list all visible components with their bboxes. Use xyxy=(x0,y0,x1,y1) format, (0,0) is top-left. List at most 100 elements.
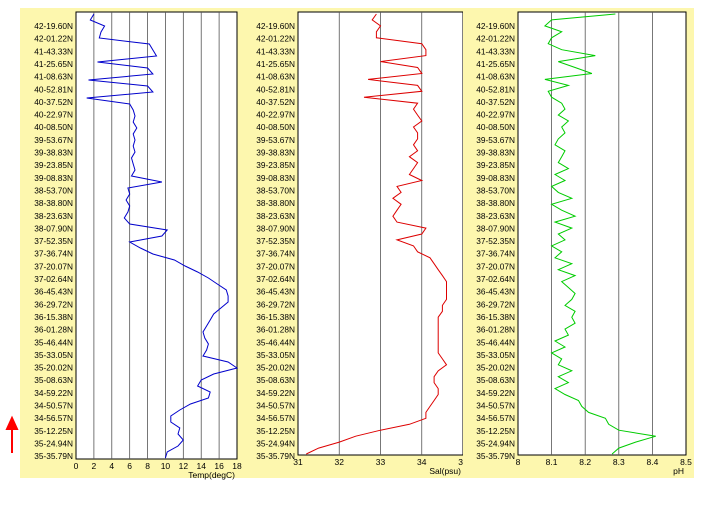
latitude-label: 35-46.44N xyxy=(256,337,295,347)
latitude-label: 39-08.83N xyxy=(476,173,515,183)
latitude-label: 40-52.81N xyxy=(476,84,515,94)
latitude-label: 35-20.02N xyxy=(256,363,295,373)
latitude-label: 35-33.05N xyxy=(476,350,515,360)
latitude-label: 40-08.50N xyxy=(256,122,295,132)
latitude-label: 35-33.05N xyxy=(34,350,73,360)
latitude-label: 35-12.25N xyxy=(476,426,515,436)
latitude-label: 34-56.57N xyxy=(476,413,515,423)
latitude-label: 36-15.38N xyxy=(256,312,295,322)
latitude-label: 38-23.63N xyxy=(256,211,295,221)
latitude-label: 41-43.33N xyxy=(34,46,73,56)
latitude-label: 38-23.63N xyxy=(476,211,515,221)
latitude-label: 38-07.90N xyxy=(256,223,295,233)
latitude-label: 38-07.90N xyxy=(476,223,515,233)
latitude-label: 36-45.43N xyxy=(34,287,73,297)
latitude-label: 40-37.52N xyxy=(476,97,515,107)
latitude-label: 36-15.38N xyxy=(476,312,515,322)
latitude-label: 41-08.63N xyxy=(34,72,73,82)
latitude-label: 37-36.74N xyxy=(34,249,73,259)
latitude-label: 42-01.22N xyxy=(34,34,73,44)
latitude-label: 40-22.97N xyxy=(256,110,295,120)
latitude-label: 41-25.65N xyxy=(256,59,295,69)
chart-temp: 42-19.60N 42-01.22N 41-43.33N 41-25.65N 41-0… xyxy=(20,8,247,480)
latitude-label: 35-24.94N xyxy=(476,438,515,448)
x-tick-label: 16 xyxy=(214,461,224,471)
latitude-label: 35-46.44N xyxy=(476,337,515,347)
x-tick-label: 31 xyxy=(293,457,303,467)
x-tick-label: 10 xyxy=(161,461,171,471)
latitude-label: 35-20.02N xyxy=(476,363,515,373)
x-tick-label: 33 xyxy=(376,457,386,467)
x-tick-label: 18 xyxy=(232,461,242,471)
latitude-label: 39-08.83N xyxy=(34,173,73,183)
latitude-label: 35-12.25N xyxy=(256,426,295,436)
x-tick-label: 4 xyxy=(109,461,114,471)
x-tick-label: 2 xyxy=(92,461,97,471)
latitude-label: 37-52.35N xyxy=(34,236,73,246)
latitude-label: 39-38.83N xyxy=(34,148,73,158)
x-tick-label: 0 xyxy=(74,461,79,471)
x-tick-label: 34 xyxy=(417,457,427,467)
latitude-label: 37-52.35N xyxy=(476,236,515,246)
latitude-label: 40-08.50N xyxy=(34,122,73,132)
latitude-label: 34-50.57N xyxy=(256,401,295,411)
latitude-label: 42-19.60N xyxy=(256,21,295,31)
latitude-label: 39-08.83N xyxy=(256,173,295,183)
latitude-label: 35-20.02N xyxy=(34,363,73,373)
latitude-label: 35-08.63N xyxy=(256,375,295,385)
latitude-label: 37-02.64N xyxy=(256,274,295,284)
latitude-label: 38-53.70N xyxy=(34,185,73,195)
latitude-label: 41-43.33N xyxy=(256,46,295,56)
latitude-label: 34-59.22N xyxy=(34,388,73,398)
latitude-label: 35-46.44N xyxy=(34,337,73,347)
latitude-label: 36-15.38N xyxy=(34,312,73,322)
latitude-label: 39-53.67N xyxy=(34,135,73,145)
x-tick-label: 8.2 xyxy=(579,457,591,467)
latitude-label: 35-35.79N xyxy=(476,451,515,461)
latitude-label: 40-22.97N xyxy=(34,110,73,120)
latitude-label: 36-29.72N xyxy=(34,299,73,309)
latitude-label: 34-50.57N xyxy=(34,401,73,411)
x-tick-label: 8 xyxy=(516,457,521,467)
latitude-label: 35-12.25N xyxy=(34,426,73,436)
latitude-label: 38-23.63N xyxy=(34,211,73,221)
x-tick-label: 32 xyxy=(335,457,345,467)
latitude-label: 42-01.22N xyxy=(256,34,295,44)
direction-arrow-icon xyxy=(5,415,19,453)
latitude-label: 38-07.90N xyxy=(34,223,73,233)
latitude-label: 35-24.94N xyxy=(256,438,295,448)
latitude-label: 41-43.33N xyxy=(476,46,515,56)
latitude-label: 39-53.67N xyxy=(256,135,295,145)
latitude-label: 36-45.43N xyxy=(256,287,295,297)
latitude-label: 39-53.67N xyxy=(476,135,515,145)
latitude-label: 34-50.57N xyxy=(476,401,515,411)
latitude-label: 34-59.22N xyxy=(256,388,295,398)
latitude-label: 35-35.79N xyxy=(34,451,73,461)
chart-ph: 42-19.60N 42-01.22N 41-43.33N 41-25.65N 41-0… xyxy=(463,8,694,478)
chart-panels: 42-19.60N 42-01.22N 41-43.33N 41-25.65N 41-0… xyxy=(20,8,694,480)
latitude-label: 37-02.64N xyxy=(34,274,73,284)
x-tick-label: 8 xyxy=(145,461,150,471)
x-axis-label: Temp(degC) xyxy=(188,470,235,480)
latitude-label: 40-22.97N xyxy=(476,110,515,120)
plot-area xyxy=(517,11,687,456)
latitude-label: 35-08.63N xyxy=(34,375,73,385)
latitude-label: 41-25.65N xyxy=(476,59,515,69)
latitude-label: 40-52.81N xyxy=(256,84,295,94)
latitude-label: 35-08.63N xyxy=(476,375,515,385)
latitude-label: 41-08.63N xyxy=(256,72,295,82)
latitude-label: 36-29.72N xyxy=(476,299,515,309)
latitude-label: 35-24.94N xyxy=(34,438,73,448)
latitude-label: 39-38.83N xyxy=(256,148,295,158)
latitude-label: 37-20.07N xyxy=(476,261,515,271)
x-axis-label: Sal(psu) xyxy=(429,466,461,476)
latitude-label: 42-19.60N xyxy=(34,21,73,31)
temp-profile-line xyxy=(86,13,239,459)
latitude-label: 34-56.57N xyxy=(256,413,295,423)
x-tick-label: 8.3 xyxy=(613,457,625,467)
plot-area xyxy=(75,11,238,460)
latitude-label: 40-52.81N xyxy=(34,84,73,94)
latitude-label: 38-38.80N xyxy=(476,198,515,208)
x-tick-label: 8.1 xyxy=(546,457,558,467)
